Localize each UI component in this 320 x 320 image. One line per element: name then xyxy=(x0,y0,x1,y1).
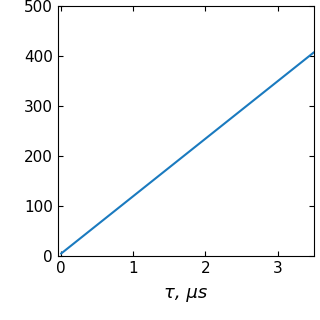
X-axis label: τ, μs: τ, μs xyxy=(164,284,207,302)
